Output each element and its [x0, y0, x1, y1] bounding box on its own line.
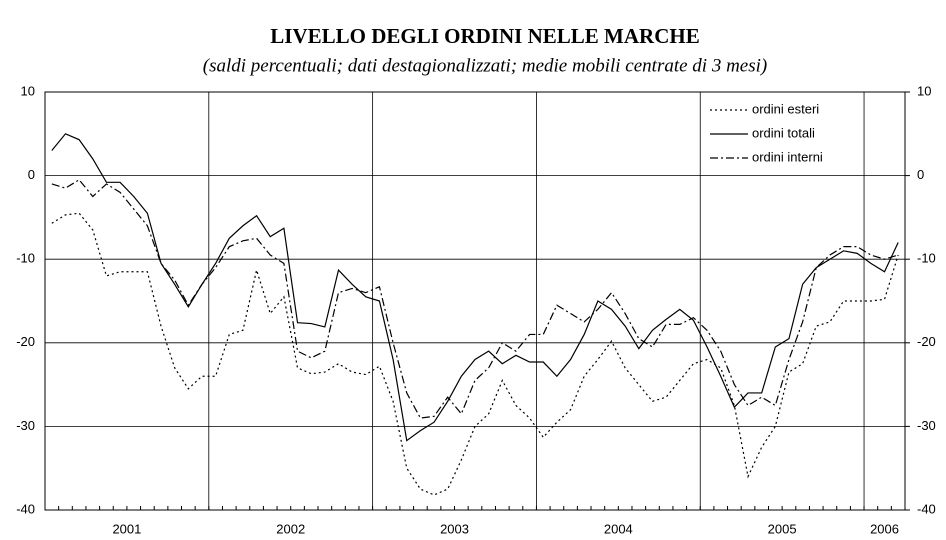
y-tick-label: -40	[16, 501, 35, 516]
x-tick-label: 2003	[440, 521, 469, 536]
x-tick-label: 2005	[768, 521, 797, 536]
y-tick-label: -10	[16, 251, 35, 266]
chart-title: LIVELLO DEGLI ORDINI NELLE MARCHE	[270, 24, 699, 48]
y-tick-label: 10	[21, 83, 35, 98]
series-line	[51, 133, 899, 442]
y2-tick-label: 10	[917, 83, 931, 98]
y2-tick-label: -40	[917, 501, 936, 516]
x-tick-label: 2002	[276, 521, 305, 536]
series-line	[51, 178, 899, 419]
y2-tick-label: -10	[917, 251, 936, 266]
chart-subtitle: (saldi percentuali; dati destagionalizza…	[203, 55, 767, 76]
y-tick-label: -30	[16, 418, 35, 433]
y2-tick-label: -20	[917, 334, 936, 349]
y-tick-label: -20	[16, 334, 35, 349]
y2-tick-label: -30	[917, 418, 936, 433]
series-line	[51, 212, 899, 496]
y2-tick-label: 0	[917, 167, 924, 182]
y-tick-label: 0	[28, 167, 35, 182]
legend-label: ordini esteri	[752, 101, 819, 116]
plot-frame	[44, 91, 906, 511]
legend-label: ordini totali	[752, 125, 815, 140]
legend-label: ordini interni	[752, 149, 823, 164]
x-tick-label: 2004	[604, 521, 633, 536]
x-tick-label: 2001	[112, 521, 141, 536]
x-tick-label: 2006	[870, 521, 899, 536]
